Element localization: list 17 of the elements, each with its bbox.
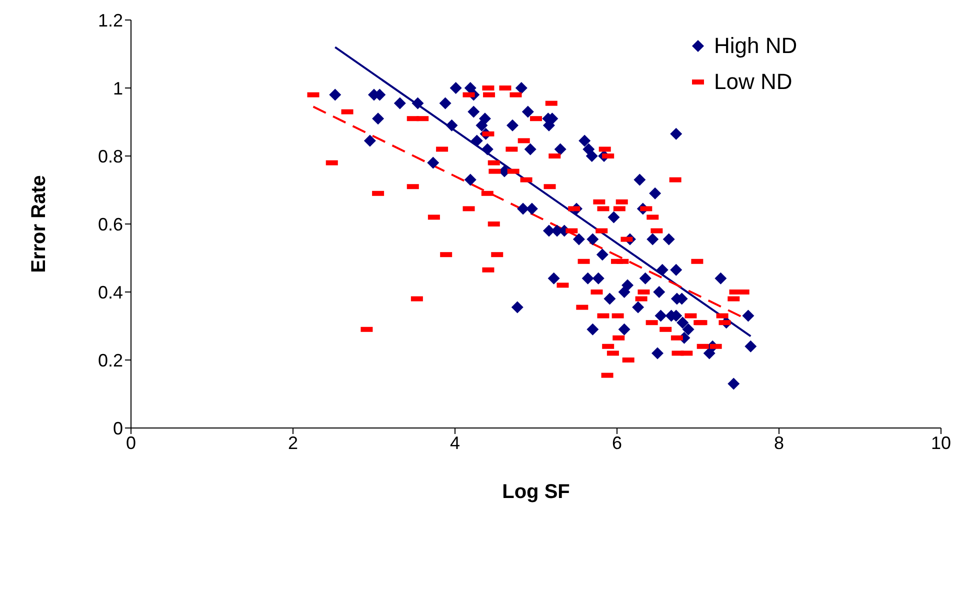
- x-tick-label: 4: [450, 432, 460, 453]
- y-tick-label: 0.8: [98, 146, 123, 166]
- y-tick-label: 1: [112, 78, 123, 98]
- x-tick-label: 0: [126, 432, 136, 453]
- x-tick-label: 2: [288, 432, 298, 453]
- y-tick-label: 0.2: [98, 350, 123, 370]
- y-tick-label: 0.4: [98, 282, 123, 302]
- x-tick-label: 6: [612, 432, 622, 453]
- x-tick-label: 10: [930, 432, 952, 453]
- y-tick-label: 0.6: [98, 214, 123, 234]
- y-tick-label: 1.2: [98, 10, 123, 30]
- legend-label: Low ND: [714, 69, 792, 95]
- x-tick-label: 8: [774, 432, 784, 453]
- y-tick-label: 0: [112, 418, 123, 438]
- x-axis-title: Log SF: [502, 481, 570, 503]
- legend-label: High ND: [714, 33, 798, 59]
- y-axis-title: Error Rate: [28, 175, 50, 273]
